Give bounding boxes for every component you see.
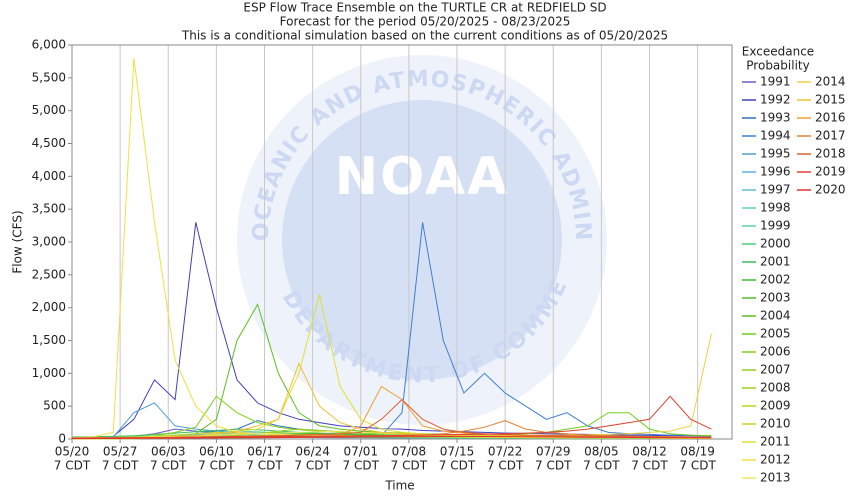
legend-label: 2014: [815, 75, 846, 89]
x-tick-label: 06/10: [199, 445, 234, 459]
x-tick-sublabel: 7 CDT: [54, 459, 91, 473]
x-tick-label: 05/27: [103, 445, 138, 459]
x-tick-label: 08/19: [680, 445, 715, 459]
x-tick-label: 07/01: [343, 445, 378, 459]
y-tick-label: 4,500: [32, 136, 66, 150]
y-tick-label: 3,500: [32, 202, 66, 216]
x-tick-label: 08/12: [632, 445, 667, 459]
y-tick-label: 4,000: [32, 169, 66, 183]
legend-label: 2001: [760, 255, 791, 269]
chart-title: ESP Flow Trace Ensemble on the TURTLE CR…: [243, 1, 606, 15]
x-tick-sublabel: 7 CDT: [102, 459, 139, 473]
x-tick-label: 06/03: [151, 445, 186, 459]
legend-label: 2010: [760, 417, 791, 431]
chart-subtitle: This is a conditional simulation based o…: [181, 29, 668, 43]
y-tick-label: 2,500: [32, 267, 66, 281]
y-axis-title: Flow (CFS): [11, 210, 25, 273]
legend-label: 1996: [760, 165, 791, 179]
x-tick-label: 06/24: [295, 445, 330, 459]
legend-label: 1994: [760, 129, 791, 143]
legend-label: 2017: [815, 129, 846, 143]
legend-label: 2019: [815, 165, 846, 179]
x-tick-label: 07/22: [488, 445, 523, 459]
x-tick-sublabel: 7 CDT: [343, 459, 380, 473]
y-tick-label: 5,500: [32, 70, 66, 84]
x-tick-sublabel: 7 CDT: [631, 459, 668, 473]
legend-label: 2018: [815, 147, 846, 161]
x-tick-sublabel: 7 CDT: [487, 459, 524, 473]
legend-label: 2009: [760, 399, 791, 413]
legend-label: 2011: [760, 435, 791, 449]
x-tick-sublabel: 7 CDT: [150, 459, 187, 473]
legend-label: 2016: [815, 111, 846, 125]
plot-frame: [71, 44, 733, 440]
y-tick-label: 5,000: [32, 103, 66, 117]
watermark: NATIONAL OCEANIC AND ATMOSPHERIC ADMINIS…: [0, 0, 607, 425]
x-tick-label: 07/15: [440, 445, 475, 459]
y-tick-label: 6,000: [32, 38, 66, 52]
legend-label: 2012: [760, 453, 791, 467]
x-tick-sublabel: 7 CDT: [391, 459, 428, 473]
legend-title: Probability: [746, 59, 809, 73]
x-tick-sublabel: 7 CDT: [439, 459, 476, 473]
legend-label: 1998: [760, 201, 791, 215]
x-tick-sublabel: 7 CDT: [679, 459, 716, 473]
legend-title: Exceedance: [742, 45, 814, 59]
legend-label: 1991: [760, 75, 791, 89]
x-tick-label: 06/17: [247, 445, 282, 459]
y-tick-label: 1,000: [32, 366, 66, 380]
watermark-disk: [282, 100, 562, 380]
y-tick-label: 2,000: [32, 300, 66, 314]
y-tick-label: 500: [43, 399, 66, 413]
x-tick-sublabel: 7 CDT: [294, 459, 331, 473]
legend-label: 2003: [760, 291, 791, 305]
legend-label: 1993: [760, 111, 791, 125]
watermark-logo: NOAA: [335, 147, 510, 207]
x-tick-label: 05/20: [55, 445, 90, 459]
legend-label: 2005: [760, 327, 791, 341]
chart-subtitle: Forecast for the period 05/20/2025 - 08/…: [280, 15, 571, 29]
legend-label: 2015: [815, 93, 846, 107]
legend-label: 2002: [760, 273, 791, 287]
y-tick-label: 1,500: [32, 333, 66, 347]
x-axis-title: Time: [384, 479, 414, 493]
legend-label: 1992: [760, 93, 791, 107]
legend-label: 1997: [760, 183, 791, 197]
x-tick-label: 07/29: [536, 445, 571, 459]
x-tick-label: 08/05: [584, 445, 619, 459]
legend-label: 2000: [760, 237, 791, 251]
legend-label: 1999: [760, 219, 791, 233]
x-tick-sublabel: 7 CDT: [246, 459, 283, 473]
x-tick-label: 07/08: [392, 445, 427, 459]
legend-label: 2007: [760, 363, 791, 377]
x-tick-sublabel: 7 CDT: [535, 459, 572, 473]
series-line: [71, 435, 712, 440]
legend-label: 2004: [760, 309, 791, 323]
legend-label: 1995: [760, 147, 791, 161]
series-line: [71, 395, 712, 439]
y-tick-label: 0: [58, 432, 66, 446]
legend-label: 2020: [815, 183, 846, 197]
x-tick-sublabel: 7 CDT: [198, 459, 235, 473]
x-tick-sublabel: 7 CDT: [583, 459, 620, 473]
legend-label: 2013: [760, 471, 791, 485]
y-tick-label: 3,000: [32, 235, 66, 249]
legend-label: 2008: [760, 381, 791, 395]
legend-label: 2006: [760, 345, 791, 359]
